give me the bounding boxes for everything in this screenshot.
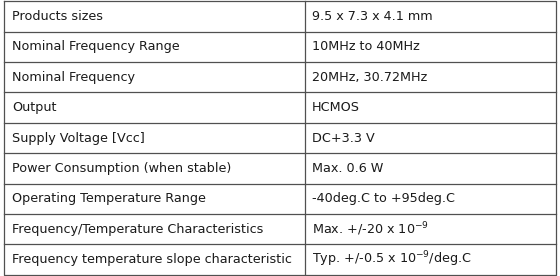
Text: -40deg.C to +95deg.C: -40deg.C to +95deg.C [312,192,455,205]
Text: Max. 0.6 W: Max. 0.6 W [312,162,384,175]
Text: Supply Voltage [Vcc]: Supply Voltage [Vcc] [12,131,144,145]
Text: 10MHz to 40MHz: 10MHz to 40MHz [312,40,420,54]
Text: Operating Temperature Range: Operating Temperature Range [12,192,206,205]
Text: Nominal Frequency Range: Nominal Frequency Range [12,40,179,54]
Text: Frequency temperature slope characteristic: Frequency temperature slope characterist… [12,253,292,266]
Text: Nominal Frequency: Nominal Frequency [12,71,135,84]
Text: Products sizes: Products sizes [12,10,102,23]
Text: Power Consumption (when stable): Power Consumption (when stable) [12,162,231,175]
Text: DC+3.3 V: DC+3.3 V [312,131,375,145]
Text: Output: Output [12,101,56,114]
Text: Max. +/-20 x $\mathregular{10^{-9}}$: Max. +/-20 x $\mathregular{10^{-9}}$ [312,220,429,238]
Text: 20MHz, 30.72MHz: 20MHz, 30.72MHz [312,71,427,84]
Text: 9.5 x 7.3 x 4.1 mm: 9.5 x 7.3 x 4.1 mm [312,10,433,23]
Text: HCMOS: HCMOS [312,101,360,114]
Text: Typ. +/-0.5 x $\mathregular{10^{-9}}$/deg.C: Typ. +/-0.5 x $\mathregular{10^{-9}}$/de… [312,250,472,269]
Text: Frequency/Temperature Characteristics: Frequency/Temperature Characteristics [12,222,263,236]
